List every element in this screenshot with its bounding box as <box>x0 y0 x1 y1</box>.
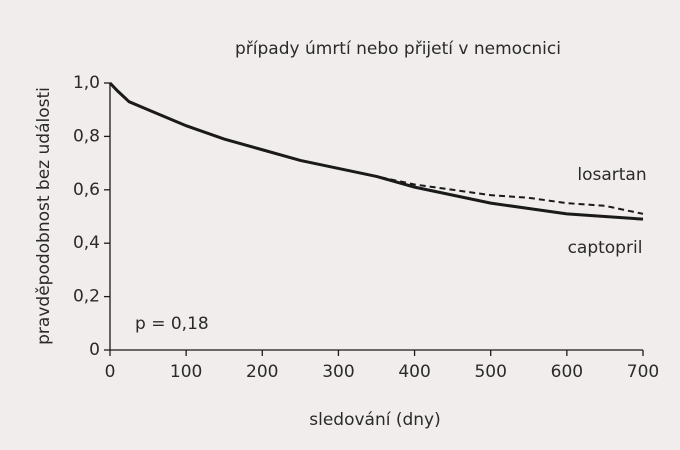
annotation: p = 0,18 <box>135 314 209 334</box>
chart-title: případy úmrtí nebo přijetí v nemocnici <box>235 39 561 59</box>
y-tick-label: 0,6 <box>73 180 100 200</box>
series-label: losartan <box>577 165 646 185</box>
y-tick-label: 0,8 <box>73 126 100 146</box>
x-tick-label: 600 <box>551 362 583 382</box>
y-tick-label: 0 <box>89 340 100 360</box>
x-tick-label: 200 <box>246 362 278 382</box>
series-line <box>108 81 644 221</box>
x-tick-label: 700 <box>627 362 659 382</box>
y-tick-label: 0,2 <box>73 287 100 307</box>
y-tick-label: 1,0 <box>73 73 100 93</box>
y-axis-label: pravděpodobnost bez události <box>34 87 54 345</box>
x-tick-label: 100 <box>170 362 202 382</box>
y-tick-label: 0,4 <box>73 233 100 253</box>
x-tick-label: 0 <box>105 362 116 382</box>
x-axis-label: sledování (dny) <box>309 410 441 430</box>
x-tick-label: 500 <box>474 362 506 382</box>
x-tick-label: 400 <box>398 362 430 382</box>
x-tick-label: 300 <box>322 362 354 382</box>
series-label: captopril <box>568 238 643 258</box>
